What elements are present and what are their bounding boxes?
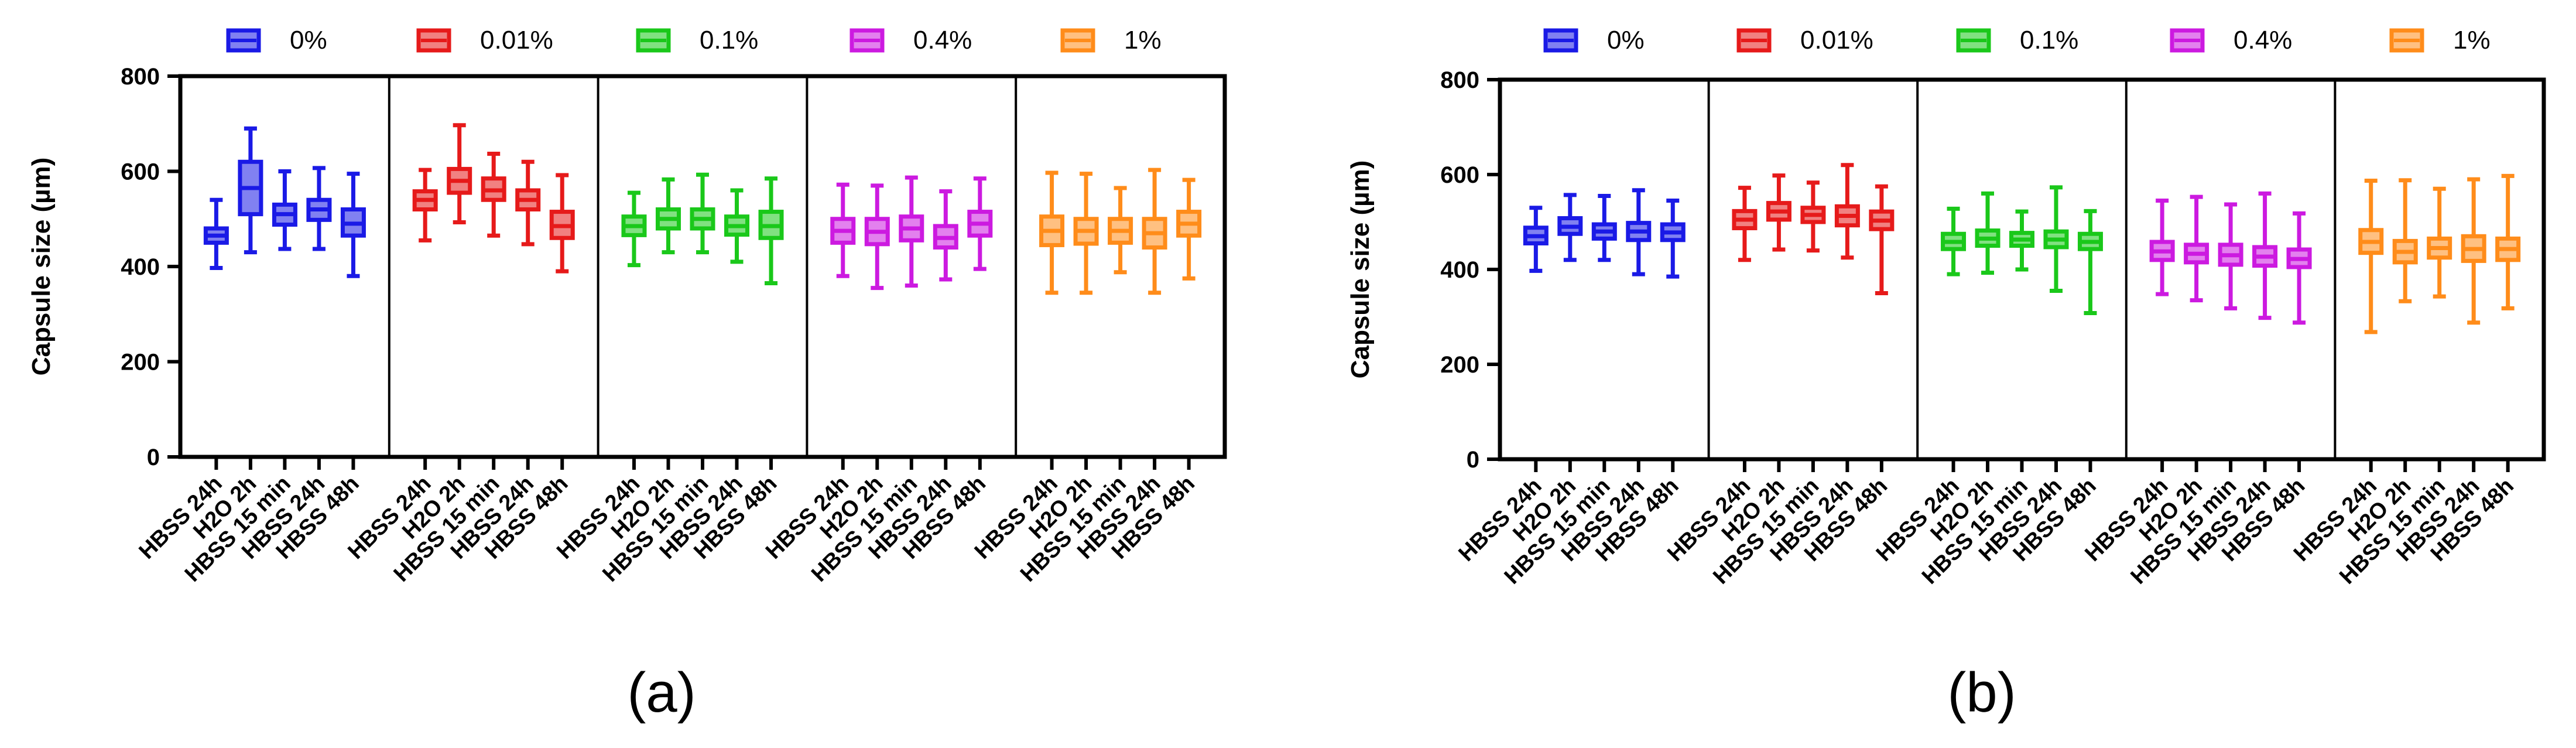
box-plot [1176, 177, 1202, 281]
legend-label: 0.4% [2234, 26, 2292, 54]
box-plot [1869, 184, 1895, 295]
legend-item: 1% [2389, 26, 2491, 54]
legend-item: 0% [226, 26, 327, 54]
panel-caption: (a) [627, 661, 696, 724]
box-plot [2461, 177, 2486, 325]
box-plot [2149, 199, 2175, 296]
box-plot [412, 168, 438, 242]
box-plot [2427, 186, 2452, 299]
box-plot [1039, 170, 1065, 295]
box-plot [967, 176, 993, 271]
box-plot [2077, 209, 2103, 316]
box-plot [655, 177, 681, 255]
legend-item: 0.4% [2170, 26, 2292, 54]
box-plot [515, 159, 541, 247]
box-plot [1660, 199, 1686, 279]
box-plot [2252, 191, 2278, 320]
box-plot [1523, 206, 1549, 273]
y-tick-label: 400 [121, 254, 160, 280]
box-plot [933, 189, 958, 282]
box-plot [1073, 172, 1099, 295]
legend-label: 0% [1607, 26, 1645, 54]
box-plot [1941, 206, 1967, 276]
box-plot [272, 169, 297, 251]
box-plot [830, 182, 856, 278]
box-plot [1108, 186, 1133, 275]
box-plot [2184, 194, 2210, 303]
box-plot [1591, 193, 1617, 262]
y-tick-label: 0 [147, 445, 160, 470]
box-plot [758, 176, 784, 285]
box-plot [2218, 202, 2243, 310]
box-plot [549, 173, 575, 274]
legend-item: 0% [1543, 26, 1645, 54]
legend-item: 0.1% [1956, 26, 2078, 54]
box-plot [447, 123, 472, 224]
y-tick-label: 200 [121, 350, 160, 375]
y-tick-label: 400 [1440, 257, 1479, 283]
box-plot [1975, 191, 2000, 275]
y-tick-label: 200 [1440, 352, 1479, 378]
legend-item: 0.4% [849, 26, 972, 54]
legend-item: 0.01% [416, 26, 553, 54]
y-tick-label: 800 [1440, 67, 1479, 93]
y-tick-label: 800 [121, 64, 160, 90]
box-plot [1142, 168, 1167, 295]
box-plot [1766, 173, 1791, 252]
y-tick-label: 0 [1467, 447, 1479, 473]
box-plot [1732, 186, 1758, 262]
legend-item: 0.01% [1736, 26, 1873, 54]
legend-item: 0.1% [636, 26, 758, 54]
box-plot [2495, 173, 2521, 310]
box-plot [1800, 180, 1826, 253]
y-axis-title: Capsule size (µm) [27, 158, 56, 376]
box-plot [306, 166, 332, 251]
box-plot [864, 183, 890, 291]
box-plot [2286, 211, 2312, 325]
legend-label: 0% [290, 26, 327, 54]
box-plot [2392, 178, 2418, 303]
panel-caption: (b) [1947, 661, 2016, 724]
legend-label: 0.4% [913, 26, 972, 54]
legend-item: 1% [1060, 26, 1162, 54]
legend-label: 0.1% [2020, 26, 2078, 54]
box-plot [203, 197, 229, 270]
legend-label: 1% [2453, 26, 2491, 54]
y-tick-label: 600 [121, 159, 160, 185]
box-plot [340, 172, 366, 278]
box-plot [238, 126, 263, 255]
box-plot [690, 172, 715, 255]
box-plot [621, 190, 647, 268]
legend-label: 1% [1124, 26, 1162, 54]
y-tick-label: 600 [1440, 162, 1479, 188]
box-plot [1834, 163, 1860, 260]
box-plot [2358, 179, 2384, 334]
legend-label: 0.1% [700, 26, 758, 54]
y-axis-title: Capsule size (µm) [1346, 160, 1375, 379]
box-plot [1557, 193, 1583, 262]
box-plot [2043, 185, 2069, 293]
box-plot [724, 188, 750, 264]
box-plot [899, 175, 924, 288]
legend-label: 0.01% [1800, 26, 1873, 54]
legend-label: 0.01% [480, 26, 553, 54]
box-plot [481, 151, 506, 238]
box-plot [2009, 209, 2034, 272]
box-plot [1626, 188, 1652, 276]
